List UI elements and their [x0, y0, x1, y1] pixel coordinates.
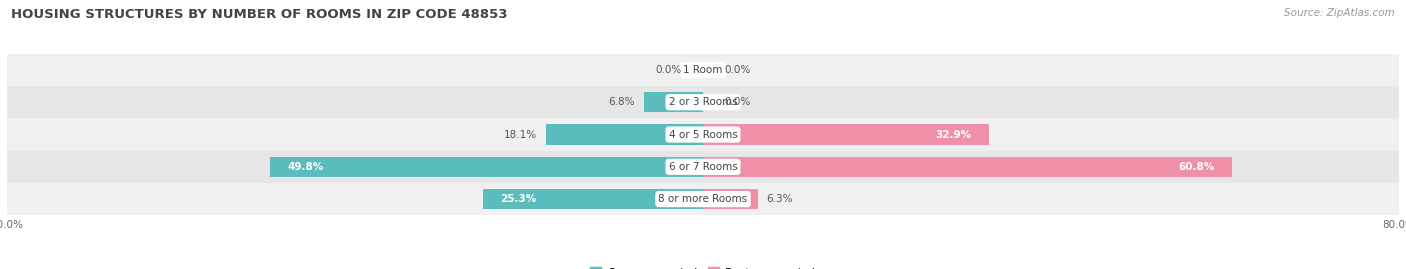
Text: 8 or more Rooms: 8 or more Rooms: [658, 194, 748, 204]
Bar: [7, 183, 1399, 215]
Text: 6.8%: 6.8%: [609, 97, 636, 107]
Text: 0.0%: 0.0%: [724, 97, 751, 107]
Text: 60.8%: 60.8%: [1178, 162, 1215, 172]
Text: 25.3%: 25.3%: [501, 194, 537, 204]
Bar: [703, 189, 758, 209]
Text: Source: ZipAtlas.com: Source: ZipAtlas.com: [1284, 8, 1395, 18]
Bar: [7, 86, 1399, 118]
Bar: [546, 125, 703, 144]
Bar: [703, 157, 1232, 177]
Text: 1 Room: 1 Room: [683, 65, 723, 75]
Text: 0.0%: 0.0%: [724, 65, 751, 75]
Text: 2 or 3 Rooms: 2 or 3 Rooms: [669, 97, 737, 107]
Text: 6 or 7 Rooms: 6 or 7 Rooms: [669, 162, 737, 172]
Text: 6.3%: 6.3%: [766, 194, 793, 204]
Legend: Owner-occupied, Renter-occupied: Owner-occupied, Renter-occupied: [586, 263, 820, 269]
Text: 18.1%: 18.1%: [503, 129, 537, 140]
Bar: [7, 54, 1399, 86]
Text: 0.0%: 0.0%: [655, 65, 682, 75]
Bar: [7, 118, 1399, 151]
Text: 32.9%: 32.9%: [936, 129, 972, 140]
Bar: [703, 125, 990, 144]
Bar: [7, 151, 1399, 183]
Text: 4 or 5 Rooms: 4 or 5 Rooms: [669, 129, 737, 140]
Bar: [644, 92, 703, 112]
Text: 49.8%: 49.8%: [287, 162, 323, 172]
Text: HOUSING STRUCTURES BY NUMBER OF ROOMS IN ZIP CODE 48853: HOUSING STRUCTURES BY NUMBER OF ROOMS IN…: [11, 8, 508, 21]
Bar: [270, 157, 703, 177]
Bar: [482, 189, 703, 209]
